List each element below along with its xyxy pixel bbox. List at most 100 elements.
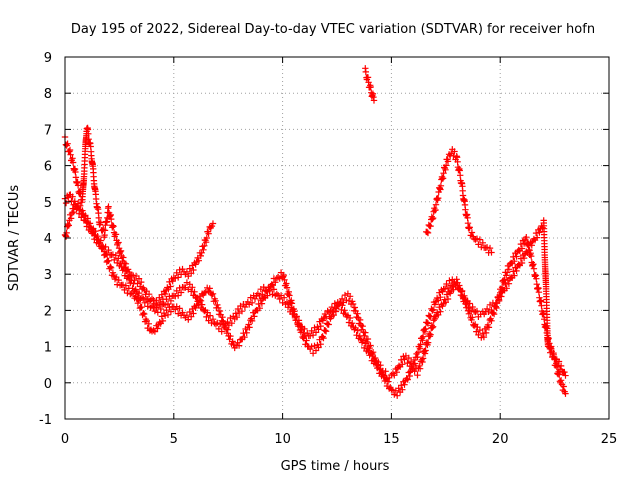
series-marker-run [183, 308, 193, 323]
series-marker-run [153, 294, 163, 309]
series-marker-run [175, 284, 185, 299]
series-marker-run [544, 335, 555, 355]
series-marker-run [166, 292, 176, 304]
series-marker-run [423, 330, 434, 349]
y-tick-label: 4 [44, 232, 52, 247]
series-marker-run [518, 250, 529, 267]
series-marker-run [105, 257, 116, 279]
series-marker-run [257, 283, 267, 298]
series-marker-run [305, 343, 315, 353]
series-marker-run [209, 220, 217, 227]
y-tick-label: 0 [44, 377, 52, 392]
series-marker-run [440, 291, 451, 307]
series-marker-run [396, 378, 407, 396]
series-marker-run [266, 281, 276, 294]
series-marker-run [79, 211, 89, 224]
series-marker-run [270, 275, 280, 286]
series-marker-run [488, 249, 495, 256]
series-marker-run [235, 302, 246, 317]
series-marker-run [244, 315, 255, 331]
x-tick-label: 10 [274, 432, 291, 447]
series-marker-run [148, 327, 159, 335]
series-marker-run [66, 146, 77, 166]
series-marker-run [531, 226, 542, 244]
series-marker-run [314, 318, 324, 333]
series-marker-run [70, 198, 81, 211]
series-marker-run [131, 293, 142, 307]
series-marker-run [114, 276, 124, 289]
x-axis-label: GPS time / hours [281, 459, 390, 474]
series-marker-run [457, 288, 468, 305]
series-marker-run [353, 327, 363, 342]
series-marker-run [231, 305, 242, 323]
series-marker-run [466, 224, 477, 240]
series-marker-run [140, 284, 150, 298]
series-marker-run [205, 285, 216, 299]
series-marker-run [166, 303, 176, 315]
y-axis-label: SDTVAR / TECUs [7, 185, 22, 292]
series-marker-run [549, 351, 560, 369]
chart-title: Day 195 of 2022, Sidereal Day-to-day VTE… [71, 22, 595, 37]
series-marker-run [114, 239, 125, 257]
series-marker-run [66, 205, 76, 224]
series-marker-run [170, 287, 180, 300]
series-marker-run [470, 321, 481, 335]
series-marker-run [166, 275, 176, 290]
y-tick-label: 6 [44, 160, 52, 175]
series-marker-run [497, 277, 508, 295]
series-marker-run [131, 286, 142, 300]
series-marker-run [357, 336, 368, 352]
series-marker-run [253, 290, 263, 299]
series-marker-run [449, 146, 459, 163]
series-marker-run [218, 314, 229, 331]
series-marker-run [127, 271, 137, 280]
series-marker-run [483, 301, 494, 315]
x-tick-labels: 0 5 10 15 20 25 [61, 432, 617, 447]
series-marker-run [410, 364, 420, 375]
series-marker-run [127, 290, 137, 298]
series-marker-run [118, 252, 129, 271]
series-marker-run [140, 295, 150, 306]
series-marker-run [175, 305, 185, 319]
series-marker-run [383, 378, 394, 392]
grid-lines [65, 57, 609, 419]
series-marker-run [444, 287, 455, 303]
series-marker-run [192, 298, 202, 311]
series-marker-run [383, 374, 393, 382]
series-marker-run [144, 291, 154, 304]
series-marker-run [375, 358, 385, 376]
series-marker-run [431, 309, 442, 323]
series-marker-run [79, 128, 90, 203]
series-marker-run [170, 303, 180, 313]
x-tick-label: 15 [383, 432, 400, 447]
series-marker-run [475, 311, 484, 320]
series-marker-run [370, 97, 378, 104]
series-marker-run [109, 269, 120, 283]
series-marker-run [292, 313, 303, 330]
series-marker-run [505, 259, 516, 273]
series-marker-run [470, 307, 481, 316]
y-tick-label: 9 [44, 51, 52, 66]
x-tick-label: 5 [170, 432, 178, 447]
series-marker-run [235, 335, 246, 349]
series-marker-run [309, 324, 320, 339]
axis-ticks [64, 56, 610, 420]
series-marker-run [109, 251, 119, 264]
series-marker-run [470, 235, 481, 243]
series-marker-run [349, 320, 359, 333]
series-marker-run [349, 298, 359, 315]
series-marker-run [179, 284, 189, 291]
series-marker-run [192, 254, 202, 268]
series-marker-run [205, 312, 215, 327]
series-marker-run [331, 301, 342, 315]
series-marker-run [240, 301, 250, 311]
data-marks [61, 65, 569, 399]
series-marker-run [344, 312, 355, 329]
series-marker-run [418, 347, 429, 366]
series-marker-run [205, 222, 216, 237]
series-marker-run [562, 372, 569, 379]
series-marker-run [453, 276, 464, 293]
series-marker-run [431, 188, 442, 214]
series-marker-run [222, 318, 233, 329]
